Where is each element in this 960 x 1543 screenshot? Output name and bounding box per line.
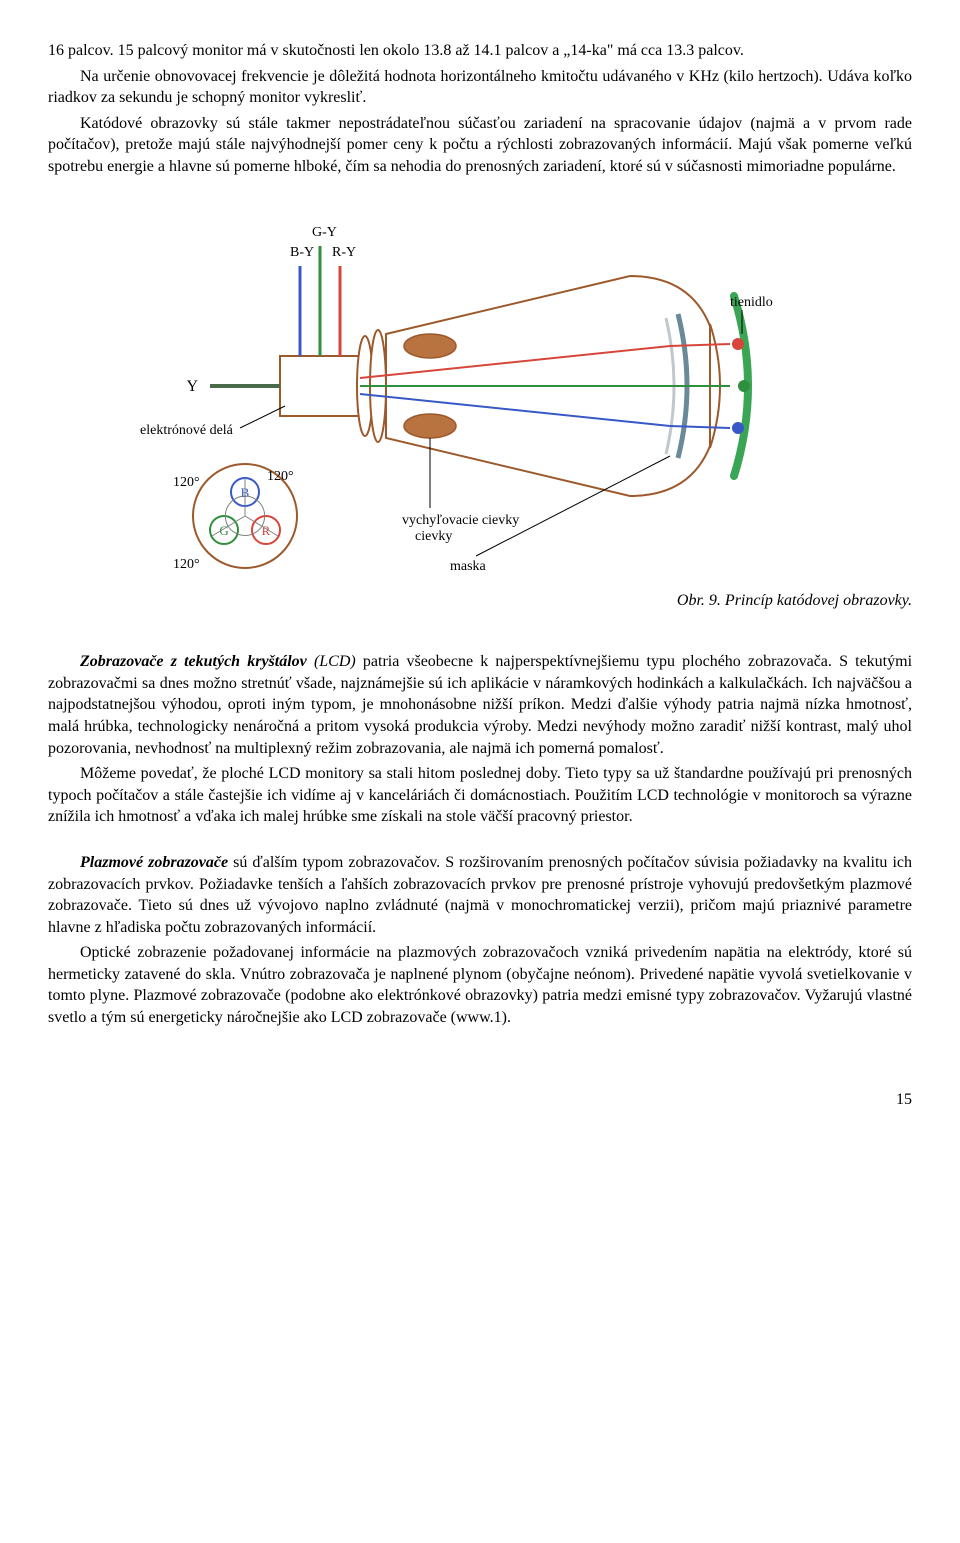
label-cievky-1: vychyľovacie cievky: [402, 513, 519, 528]
label-cievky-2: cievky: [415, 529, 452, 544]
label-angle-2: 120°: [267, 469, 294, 484]
crt-diagram: vychyľovacie cievky cievky Y B-Y G-Y R-Y…: [130, 206, 830, 586]
label-dela: elektrónové delá: [140, 423, 234, 438]
figure-9: vychyľovacie cievky cievky Y B-Y G-Y R-Y…: [48, 206, 912, 612]
lcd-paren: (LCD): [307, 653, 356, 670]
paragraph-2: Na určenie obnovovacej frekvencie je dôl…: [48, 66, 912, 109]
figure-caption: Obr. 9. Princíp katódovej obrazovky.: [677, 590, 912, 612]
label-maska: maska: [450, 559, 487, 574]
label-angle-3: 120°: [173, 557, 200, 572]
plasma-heading: Plazmové zobrazovače: [80, 854, 228, 871]
page-number: 15: [48, 1089, 912, 1111]
paragraph-6: Plazmové zobrazovače sú ďalším typom zob…: [48, 852, 912, 938]
paragraph-4: Zobrazovače z tekutých kryštálov (LCD) p…: [48, 651, 912, 759]
label-y: Y: [186, 378, 198, 395]
paragraph-7: Optické zobrazenie požadovanej informáci…: [48, 942, 912, 1028]
label-angle-1: 120°: [173, 475, 200, 490]
paragraph-1: 16 palcov. 15 palcový monitor má v skuto…: [48, 40, 912, 62]
label-ry: R-Y: [332, 245, 356, 260]
paragraph-3: Katódové obrazovky sú stále takmer nepos…: [48, 113, 912, 178]
lcd-heading: Zobrazovače z tekutých kryštálov: [80, 653, 307, 670]
label-gy: G-Y: [312, 225, 337, 240]
label-tienidlo: tienidlo: [730, 295, 773, 310]
paragraph-5: Môžeme povedať, že ploché LCD monitory s…: [48, 763, 912, 828]
label-by: B-Y: [290, 245, 314, 260]
